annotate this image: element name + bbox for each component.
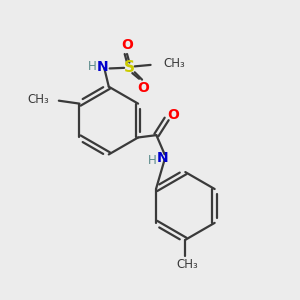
Text: CH₃: CH₃ — [28, 93, 50, 106]
Text: O: O — [138, 82, 149, 95]
Text: S: S — [124, 60, 135, 75]
Text: O: O — [121, 38, 133, 52]
Text: N: N — [156, 151, 168, 165]
Text: H: H — [88, 60, 96, 73]
Text: H: H — [148, 154, 157, 167]
Text: CH₃: CH₃ — [163, 57, 185, 70]
Text: CH₃: CH₃ — [176, 258, 198, 271]
Text: N: N — [97, 60, 109, 74]
Text: O: O — [167, 108, 179, 122]
